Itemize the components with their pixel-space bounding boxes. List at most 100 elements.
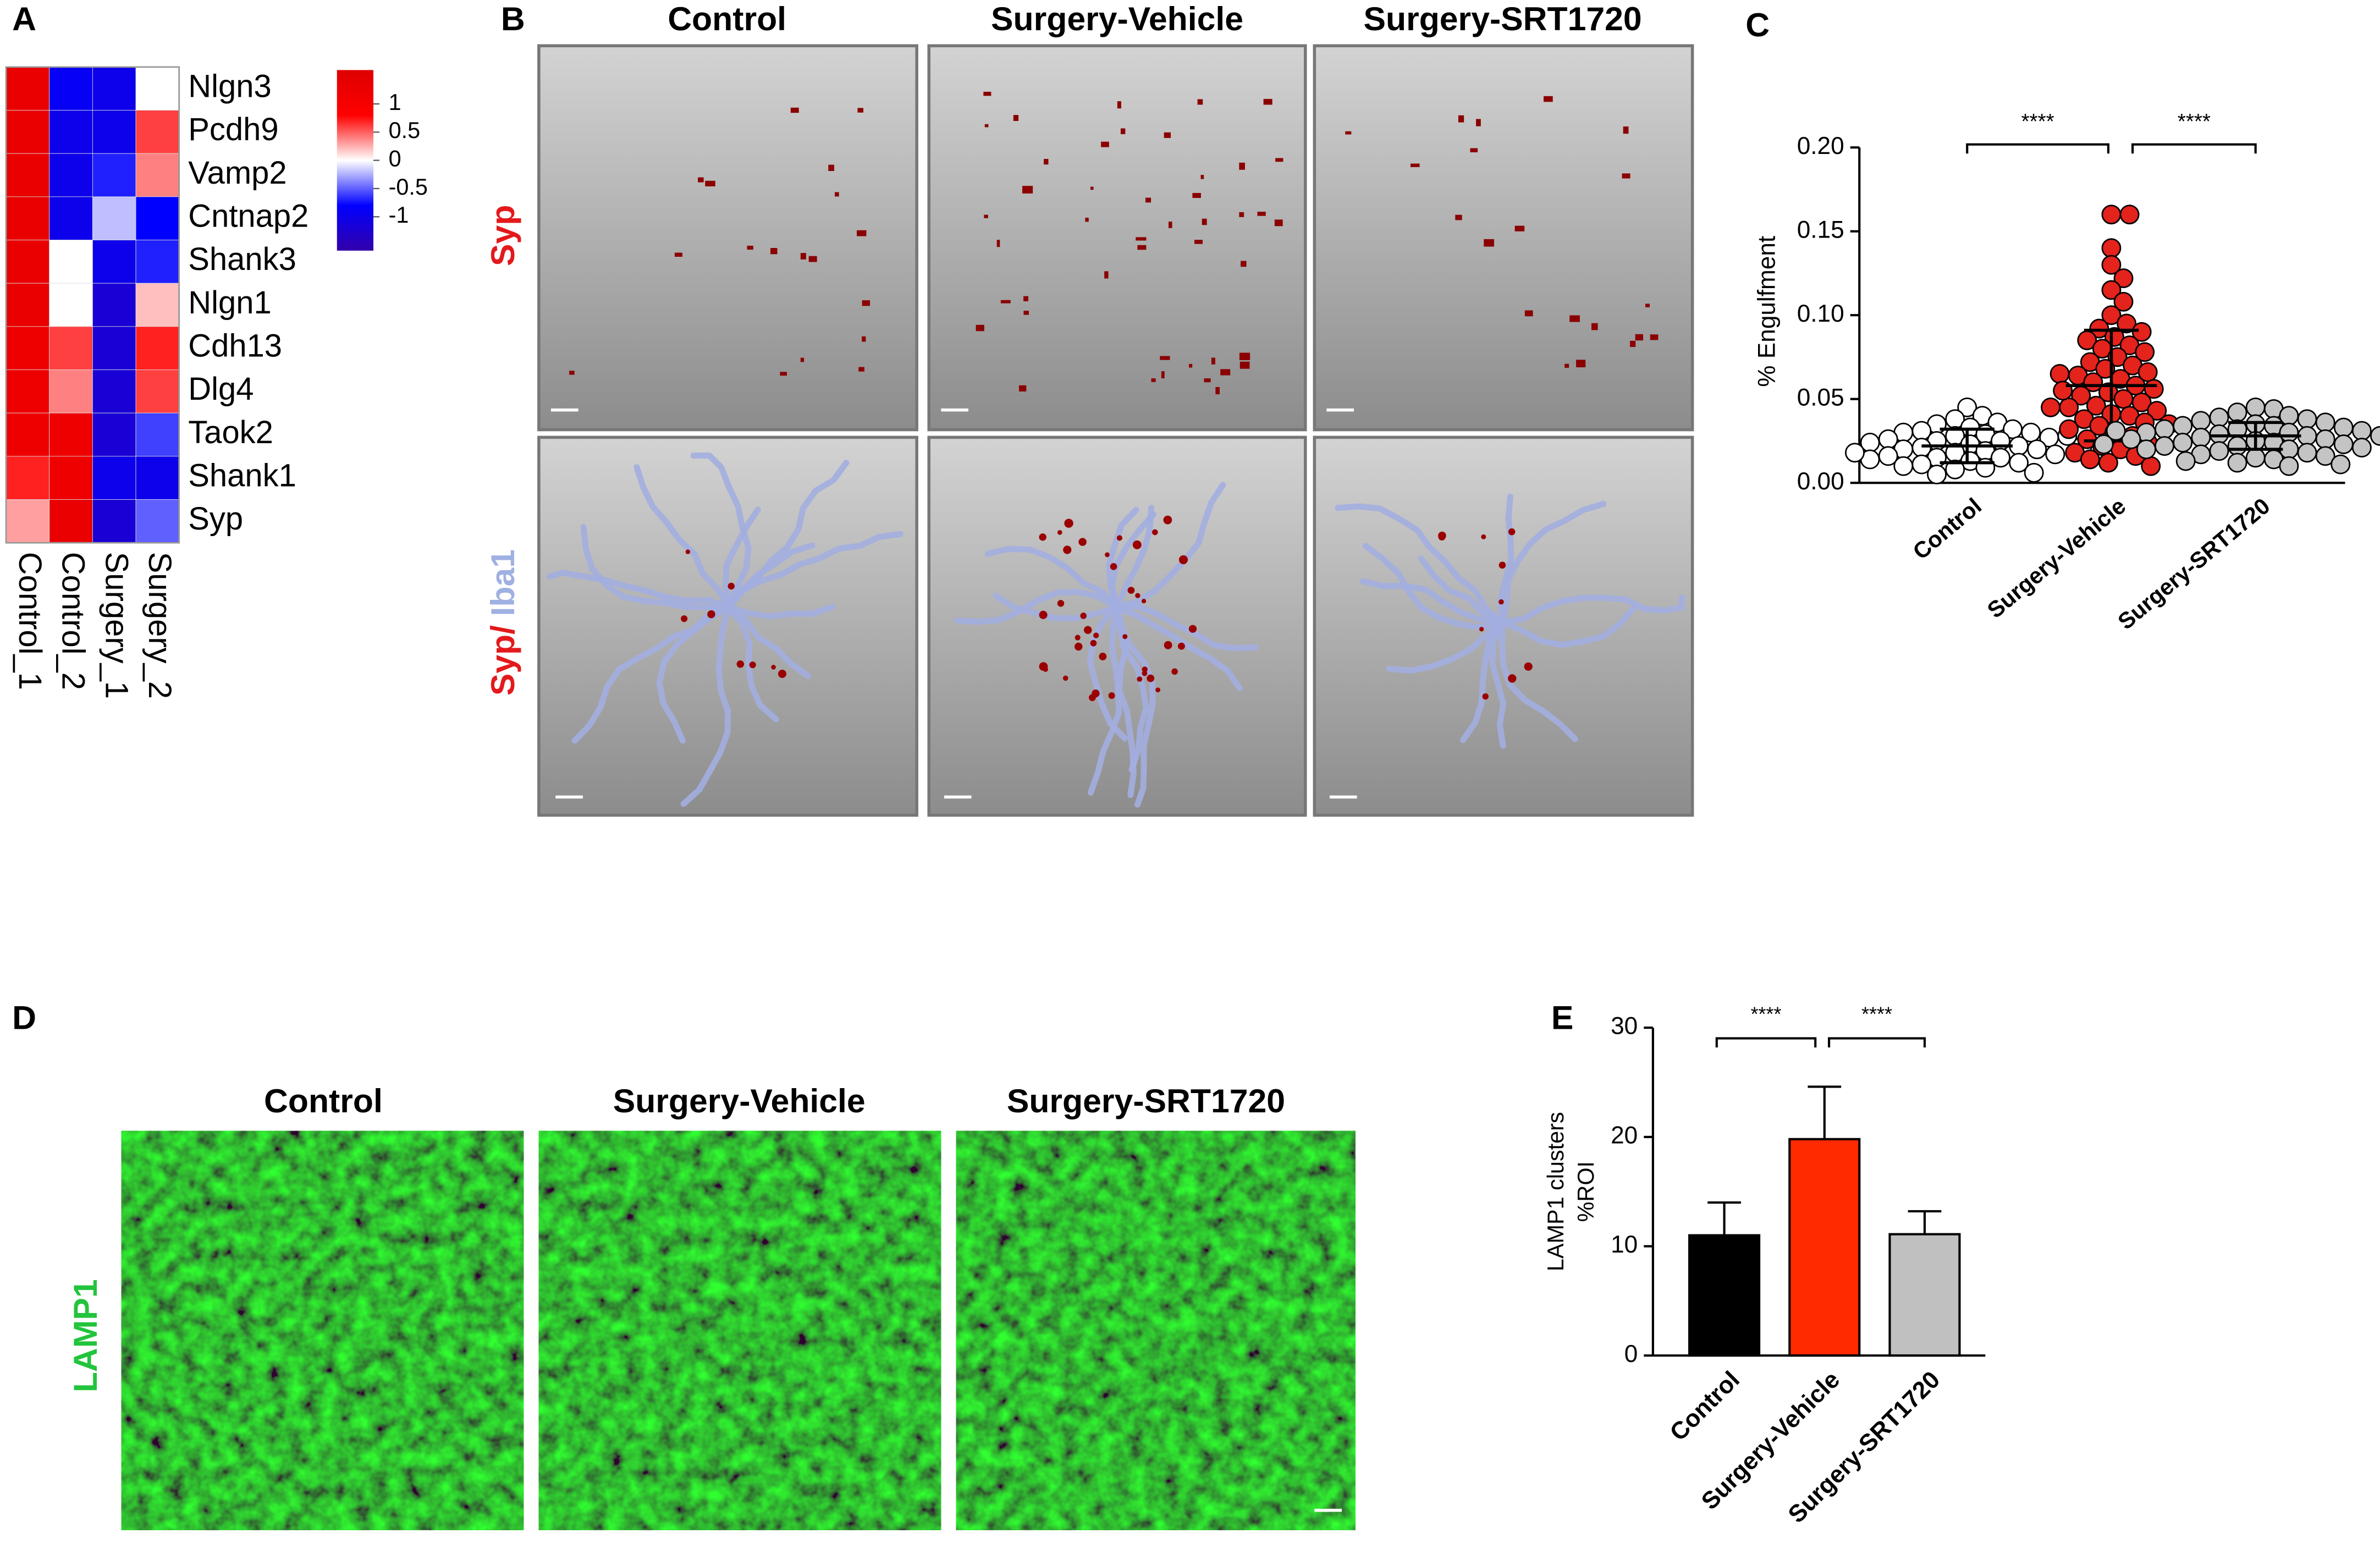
puncta: [1075, 635, 1081, 641]
puncta: [1481, 534, 1486, 539]
data-point: [2315, 412, 2335, 433]
puncta: [862, 300, 871, 306]
puncta: [1078, 538, 1087, 546]
heatmap-cell: [49, 110, 93, 154]
puncta: [1085, 217, 1089, 222]
puncta: [1136, 237, 1147, 241]
puncta: [1132, 540, 1142, 549]
microglia-process: [580, 523, 732, 611]
puncta: [1202, 218, 1207, 225]
puncta: [1063, 545, 1072, 554]
image-column-title: Control: [668, 0, 786, 37]
microglia-process: [571, 604, 732, 744]
error-bar: [1940, 427, 1995, 465]
heatmap-cell: [49, 412, 93, 457]
y-tick-label: 0.10: [1797, 300, 1844, 327]
image-column-title: Surgery-Vehicle: [991, 0, 1243, 37]
puncta: [1455, 214, 1462, 220]
puncta: [1142, 666, 1148, 672]
y-tick-label: 20: [1611, 1122, 1638, 1149]
data-point: [2227, 402, 2247, 423]
heatmap-cell: [92, 153, 136, 197]
heatmap-cell: [92, 326, 136, 370]
heatmap-cell: [5, 67, 50, 111]
puncta: [1479, 627, 1484, 632]
error-bar: [1908, 1210, 1942, 1234]
heatmap-cell: [5, 153, 50, 197]
microglia-process: [722, 506, 761, 611]
puncta: [1470, 148, 1478, 152]
colorbar-tick-label: 1: [389, 90, 401, 115]
column-label: Control_2: [56, 552, 91, 690]
puncta: [1023, 311, 1029, 315]
y-tick-label: 0.15: [1797, 216, 1844, 243]
puncta: [749, 661, 756, 669]
heatmap-cell: [49, 369, 93, 413]
puncta: [1152, 529, 1158, 536]
colorbar-tick-label: -1: [389, 202, 409, 228]
puncta: [1211, 357, 1215, 365]
puncta: [983, 91, 991, 96]
data-point: [2131, 392, 2152, 412]
puncta: [1171, 668, 1178, 675]
data-point: [2227, 453, 2247, 473]
heatmap-cell: [135, 499, 180, 543]
data-point: [2136, 439, 2156, 460]
microscopy-images: [537, 44, 1694, 817]
y-tick-label: 0.20: [1797, 133, 1844, 159]
puncta: [1591, 323, 1598, 330]
microglia-process: [1418, 555, 1506, 626]
data-point: [2119, 205, 2140, 225]
puncta: [858, 367, 864, 372]
fluorescence-images: [121, 1130, 1356, 1530]
puncta: [1062, 675, 1068, 681]
data-point: [2086, 395, 2106, 416]
puncta: [1090, 639, 1097, 647]
heatmap-cell: [135, 412, 180, 457]
column-label: Control_1: [12, 552, 47, 690]
data-point: [2173, 416, 2193, 436]
puncta: [1204, 378, 1211, 383]
heatmap-cell: [5, 456, 50, 500]
puncta: [1163, 515, 1172, 525]
heatmap-cell: [49, 326, 93, 370]
puncta: [1645, 304, 1650, 307]
puncta: [728, 582, 735, 590]
microglia-process: [1114, 604, 1149, 773]
puncta: [1650, 334, 1659, 340]
data-point: [2045, 444, 2065, 465]
puncta: [1274, 219, 1283, 227]
puncta: [1000, 300, 1011, 304]
puncta: [1018, 385, 1027, 391]
row-label: Cntnap2: [188, 199, 308, 234]
puncta: [857, 108, 864, 113]
data-point: [2155, 436, 2174, 456]
puncta: [857, 230, 867, 236]
heatmap-cell: [135, 326, 180, 370]
panel-label: A: [12, 0, 36, 37]
puncta: [1135, 593, 1141, 598]
puncta: [1215, 387, 1220, 395]
heatmap-cell: [92, 283, 136, 327]
puncta: [1057, 600, 1065, 607]
puncta: [1137, 676, 1143, 682]
image-row-label: Syp/Iba1: [484, 549, 521, 696]
puncta: [1200, 175, 1204, 179]
y-tick-label: 0.05: [1797, 384, 1844, 411]
data-point: [1945, 459, 1965, 479]
heatmap-cell: [49, 196, 93, 240]
puncta: [1145, 197, 1152, 203]
data-point: [2191, 427, 2211, 448]
significance-label: ****: [1861, 1003, 1892, 1025]
puncta: [1630, 340, 1636, 347]
bar: [1788, 1138, 1861, 1357]
data-point: [1845, 443, 1865, 463]
data-point: [2245, 448, 2266, 468]
data-point: [2175, 451, 2196, 471]
colorbar-tick-label: 0.5: [389, 118, 421, 143]
puncta: [984, 214, 988, 218]
significance-label: ****: [2021, 110, 2054, 134]
puncta: [1022, 186, 1033, 194]
